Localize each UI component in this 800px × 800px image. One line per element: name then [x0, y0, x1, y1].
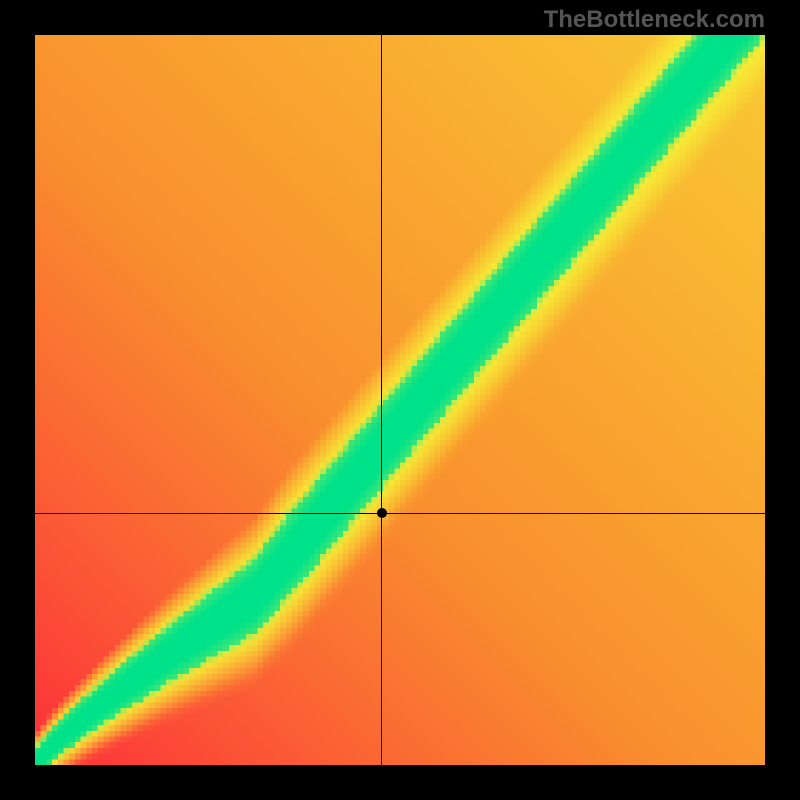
crosshair-vertical [381, 35, 382, 765]
chart-frame: { "watermark": { "text": "TheBottleneck.… [0, 0, 800, 800]
crosshair-horizontal [35, 513, 765, 514]
watermark: TheBottleneck.com [544, 6, 765, 34]
crosshair-dot [377, 508, 387, 518]
bottleneck-heatmap [35, 35, 765, 765]
